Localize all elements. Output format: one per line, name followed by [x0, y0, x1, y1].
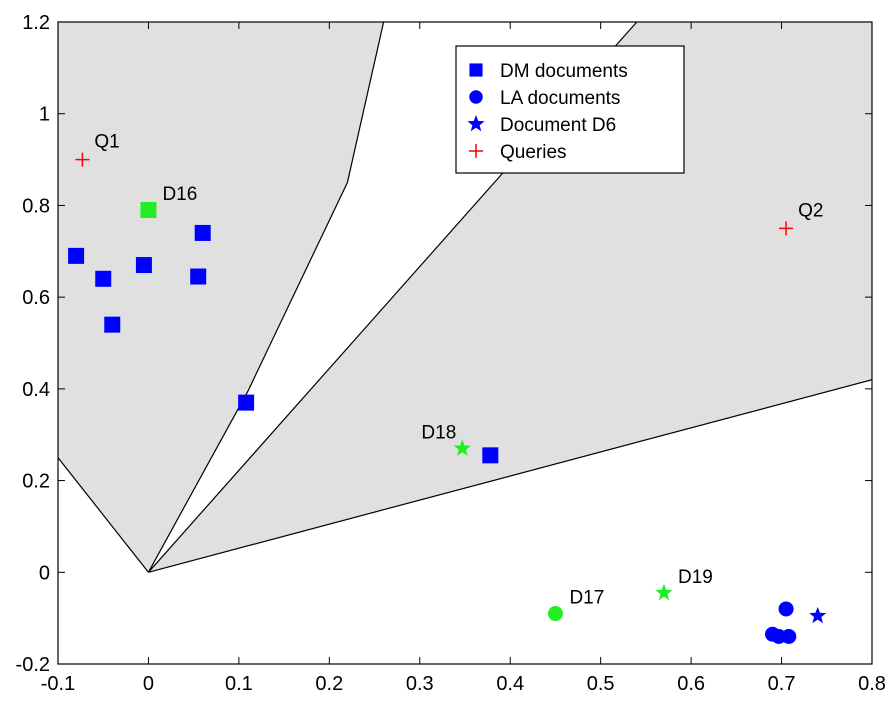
- axes-frame: [57, 21, 873, 665]
- boundary-line-2: [147, 22, 385, 573]
- x-tick-label: 0.4: [496, 673, 524, 695]
- point-d18: [453, 439, 471, 456]
- x-tick-label: -0.1: [41, 673, 75, 695]
- point-d19: [655, 583, 673, 601]
- point-dm-documents: [135, 257, 152, 274]
- legend-label: DM documents: [500, 61, 628, 82]
- point-la-documents: [778, 601, 794, 617]
- plot-layer: [58, 22, 872, 573]
- point-d17: [547, 606, 563, 622]
- y-tick-label: -0.2: [16, 654, 50, 676]
- point-dm-documents: [95, 270, 112, 287]
- legend-marker-4: [469, 144, 483, 158]
- point-label-d17: D17: [569, 588, 604, 609]
- point-label-d16: D16: [162, 184, 197, 205]
- x-tick-label: 0.1: [225, 673, 253, 695]
- x-tick-label: 0.8: [858, 673, 886, 695]
- boundary-line-4: [148, 379, 872, 573]
- y-tick-label: 0.6: [22, 287, 50, 309]
- x-tick-label: 0.7: [768, 673, 796, 695]
- point-q2: [779, 221, 794, 236]
- point-label-q1: Q1: [94, 132, 119, 153]
- point-dm-documents: [482, 447, 499, 464]
- y-tick-label: 1: [39, 104, 50, 126]
- point-label-q2: Q2: [798, 200, 823, 221]
- y-tick-label: 0.8: [22, 195, 50, 217]
- boundary-line-1: [58, 457, 149, 573]
- x-tick-label: 0.6: [677, 673, 705, 695]
- legend-marker-2: [469, 90, 483, 104]
- legend-marker-3: [467, 115, 485, 132]
- legend-marker-1: [469, 63, 483, 77]
- legend-label: LA documents: [500, 88, 620, 109]
- y-tick-label: 0.4: [22, 379, 50, 401]
- y-tick-label: 0.2: [22, 471, 50, 493]
- legend-label: Document D6: [500, 115, 616, 136]
- point-dm-documents: [194, 224, 211, 241]
- y-tick-label: 0: [39, 562, 50, 584]
- point-document-d6: [809, 606, 827, 624]
- x-tick-label: 0: [143, 673, 154, 695]
- point-dm-documents: [190, 268, 207, 285]
- y-tick-label: 1.2: [22, 12, 50, 34]
- point-dm-documents: [104, 316, 121, 333]
- shaded-region-1: [58, 22, 384, 573]
- point-la-documents: [781, 628, 797, 644]
- shaded-region-2: [148, 22, 872, 573]
- point-label-d19: D19: [678, 567, 713, 588]
- x-tick-label: 0.5: [587, 673, 615, 695]
- x-tick-label: 0.2: [315, 673, 343, 695]
- point-dm-documents: [68, 247, 85, 264]
- legend-label: Queries: [500, 142, 567, 163]
- point-label-d18: D18: [421, 422, 456, 443]
- point-dm-documents: [238, 394, 255, 411]
- legend-box: [455, 45, 685, 174]
- x-tick-label: 0.3: [406, 673, 434, 695]
- point-d16: [140, 202, 157, 219]
- point-q1: [75, 152, 90, 167]
